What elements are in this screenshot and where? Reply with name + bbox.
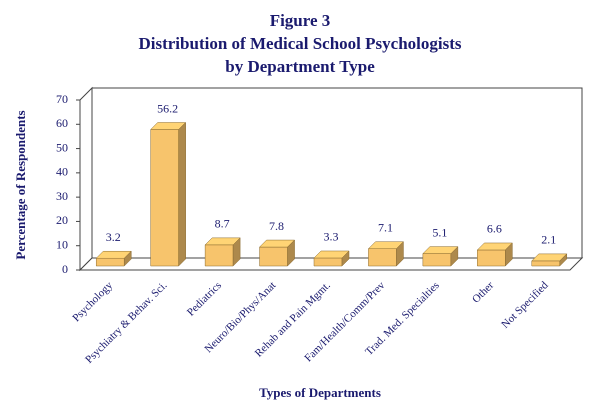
y-axis-label: Percentage of Respondents xyxy=(13,110,28,259)
value-label: 3.3 xyxy=(324,230,339,244)
x-axis-label: Types of Departments xyxy=(259,385,381,400)
bar-side xyxy=(178,121,186,267)
value-label: 7.1 xyxy=(378,221,393,235)
bar-front xyxy=(422,253,452,267)
x-tick-label: Other xyxy=(470,279,496,305)
bar xyxy=(204,237,241,267)
y-tick-label: 10 xyxy=(56,237,68,251)
value-label: 2.1 xyxy=(541,233,556,247)
bar xyxy=(150,121,187,267)
bar-front xyxy=(150,129,179,267)
bar-front xyxy=(259,246,288,267)
y-tick-label: 70 xyxy=(56,92,68,106)
bar xyxy=(367,241,405,267)
bar-front xyxy=(204,244,234,267)
value-label: 6.6 xyxy=(487,222,502,236)
y-tick-label: 30 xyxy=(56,189,68,203)
x-tick-label: Psychology xyxy=(70,279,115,324)
bar-side xyxy=(232,237,241,267)
bar xyxy=(258,239,296,267)
bar-side xyxy=(287,239,295,267)
x-tick-label: Not Specified xyxy=(499,279,551,331)
bar-front xyxy=(368,248,397,267)
y-tick-label: 50 xyxy=(56,140,68,154)
bar-front xyxy=(531,260,561,267)
bar-side xyxy=(559,253,568,267)
value-label: 56.2 xyxy=(157,101,178,115)
value-label: 5.1 xyxy=(432,225,447,239)
bar xyxy=(95,250,132,267)
value-label: 8.7 xyxy=(215,217,230,231)
bar xyxy=(313,250,350,267)
chart-title-line: by Department Type xyxy=(225,57,375,76)
bar xyxy=(476,242,513,267)
chart-title-line: Distribution of Medical School Psycholog… xyxy=(138,34,461,53)
bar-side xyxy=(505,242,513,267)
bar-front xyxy=(313,257,343,267)
bar-side xyxy=(450,246,459,267)
bar xyxy=(422,246,459,267)
bar-side xyxy=(396,241,404,267)
chart-title-line: Figure 3 xyxy=(270,11,331,30)
bar-side xyxy=(123,250,132,267)
bar-front xyxy=(477,249,506,267)
value-label: 7.8 xyxy=(269,219,284,233)
y-tick-label: 0 xyxy=(62,262,68,276)
y-tick-label: 20 xyxy=(56,213,68,227)
bar-front xyxy=(95,257,125,267)
x-tick-label: Pediatrics xyxy=(185,279,224,318)
bar xyxy=(531,253,568,267)
bar-side xyxy=(341,250,350,267)
y-tick-label: 40 xyxy=(56,165,68,179)
value-label: 3.2 xyxy=(106,230,121,244)
y-tick-label: 60 xyxy=(56,116,68,130)
left-wall xyxy=(79,86,93,272)
